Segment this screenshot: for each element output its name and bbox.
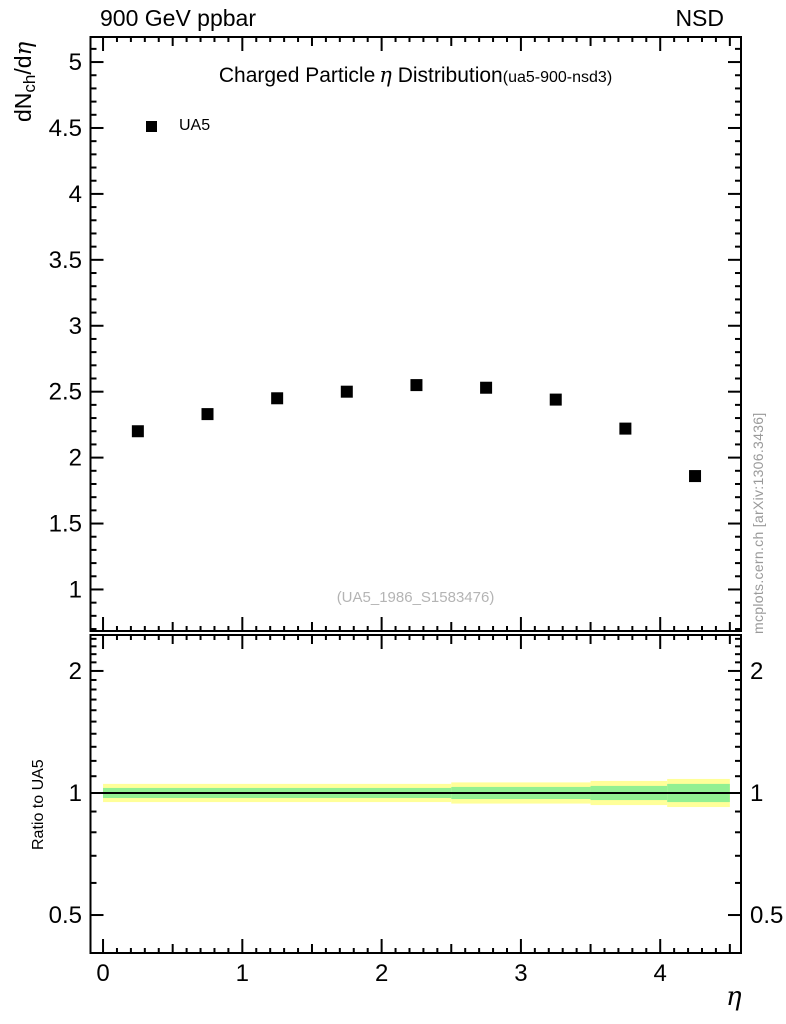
legend: UA5 bbox=[146, 117, 210, 135]
x-axis-ticks bbox=[102, 37, 731, 953]
ua5-data-points bbox=[131, 379, 702, 483]
data-point-square bbox=[689, 470, 702, 483]
tick-label: 4 bbox=[69, 181, 82, 208]
ylabel-sub-ch: ch bbox=[20, 74, 39, 93]
tick-label: 2.5 bbox=[49, 379, 82, 406]
main-y-axis-tick-labels: 1 1.5 2 2.5 3 3.5 4 4.5 5 bbox=[49, 49, 82, 603]
x-axis-title-eta: η bbox=[726, 982, 742, 1012]
data-point-square bbox=[480, 381, 493, 394]
plot-title: Charged Particle η Distribution(ua5-900-n… bbox=[90, 63, 741, 88]
ylabel-dn: dN bbox=[10, 92, 36, 122]
tick-label: 5 bbox=[69, 49, 82, 76]
data-point-square bbox=[549, 393, 562, 406]
ratio-y-axis-title: Ratio to UA5 bbox=[30, 759, 47, 850]
beam-info-label: 900 GeV ppbar bbox=[100, 5, 257, 31]
plot-title-text: Charged Particle bbox=[218, 64, 376, 87]
tick-label: 1.5 bbox=[49, 511, 82, 538]
panel-frames bbox=[89, 36, 742, 954]
plot-title-text2: Distribution bbox=[391, 64, 503, 87]
data-point-square bbox=[619, 422, 632, 435]
tick-label: 0.5 bbox=[49, 902, 82, 929]
tick-label: 3 bbox=[514, 960, 527, 987]
tick-label: 0 bbox=[96, 960, 109, 987]
event-class-label: NSD bbox=[675, 5, 724, 31]
tick-label: 1 bbox=[69, 780, 82, 807]
legend-marker-square bbox=[146, 120, 157, 132]
tick-label: 1 bbox=[69, 576, 82, 603]
ratio-y-axis-tick-labels: 0.5 0.5 1 1 2 2 bbox=[49, 658, 784, 929]
tick-label: 0.5 bbox=[750, 902, 783, 929]
main-y-axis-ticks bbox=[90, 47, 741, 631]
tick-label: 2 bbox=[69, 658, 82, 685]
ylabel-eta: η bbox=[11, 41, 37, 56]
eta-symbol: η bbox=[379, 63, 392, 87]
tick-label: 2 bbox=[750, 658, 763, 685]
legend-label-ua5: UA5 bbox=[179, 117, 211, 134]
analysis-id-label: (ua5-900-nsd3) bbox=[502, 69, 613, 86]
data-point-square bbox=[201, 408, 214, 421]
tick-label: 2 bbox=[69, 445, 82, 472]
ratio-y-axis-ticks bbox=[90, 637, 741, 917]
mcplots-arxiv-note: mcplots.cern.ch [arXiv:1306.3436] bbox=[750, 412, 766, 634]
data-point-square bbox=[340, 385, 353, 398]
x-axis-tick-labels: 0 1 2 3 4 bbox=[96, 960, 667, 987]
data-point-square bbox=[410, 379, 423, 392]
dataset-watermark: (UA5_1986_S1583476) bbox=[336, 589, 495, 606]
tick-label: 1 bbox=[750, 780, 763, 807]
data-point-square bbox=[131, 425, 144, 438]
ylabel-dd: /d bbox=[10, 55, 36, 75]
tick-label: 4.5 bbox=[49, 115, 82, 142]
tick-label: 2 bbox=[375, 960, 388, 987]
tick-label: 3 bbox=[69, 313, 82, 340]
main-y-axis-title: dNch/dη bbox=[10, 42, 40, 122]
tick-label: 3.5 bbox=[49, 247, 82, 274]
data-point-square bbox=[271, 392, 284, 405]
tick-label: 1 bbox=[236, 960, 249, 987]
tick-label: 4 bbox=[654, 960, 667, 987]
